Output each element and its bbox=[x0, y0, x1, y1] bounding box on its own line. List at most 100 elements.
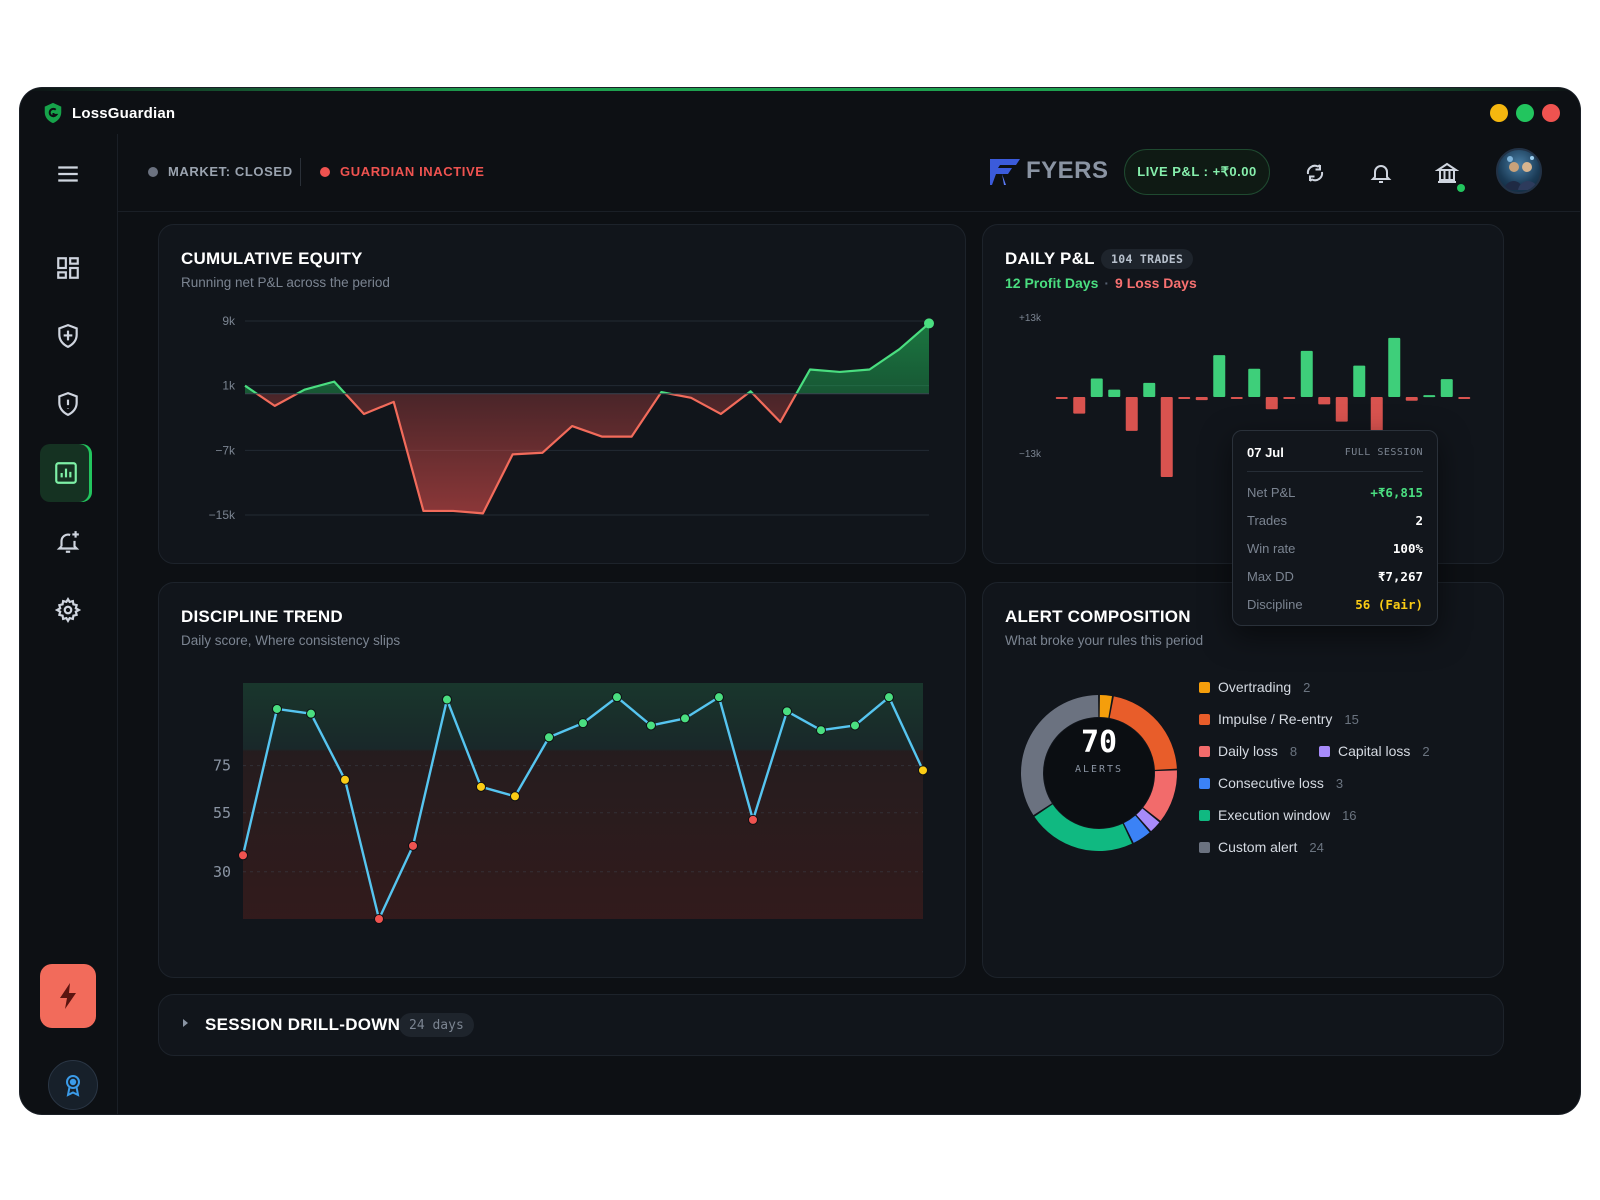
legend-item-execution-window[interactable]: Execution window 16 bbox=[1199, 807, 1357, 823]
fyers-logo-icon bbox=[990, 159, 1020, 185]
legend-count: 2 bbox=[1422, 743, 1430, 759]
shield-check-icon bbox=[58, 324, 78, 349]
legend-item-custom-alert[interactable]: Custom alert 24 bbox=[1199, 839, 1324, 855]
live-pnl-badge[interactable]: LIVE P&L : +₹0.00 bbox=[1124, 149, 1270, 195]
donut-center: 70 ALERTS bbox=[1041, 725, 1157, 775]
session-drilldown[interactable]: SESSION DRILL-DOWN 24 days bbox=[158, 994, 1504, 1056]
tooltip-date: 07 Jul bbox=[1247, 445, 1284, 460]
bolt-icon bbox=[60, 983, 76, 1009]
loss-area bbox=[245, 393, 929, 514]
minimize-button[interactable] bbox=[1490, 104, 1508, 122]
legend-label: Impulse / Re-entry bbox=[1218, 711, 1333, 727]
pnl-bar bbox=[1353, 365, 1366, 397]
tooltip-divider bbox=[1247, 471, 1423, 472]
legend-item-impulse[interactable]: Impulse / Re-entry 15 bbox=[1199, 711, 1359, 727]
y-tick-label: 75 bbox=[213, 757, 231, 775]
legend-label: Execution window bbox=[1218, 807, 1331, 823]
maximize-button[interactable] bbox=[1516, 104, 1534, 122]
sidebar-item-alerts[interactable] bbox=[50, 386, 86, 422]
y-tick-label: 30 bbox=[213, 863, 231, 881]
sidebar-item-settings[interactable] bbox=[50, 592, 86, 628]
alert-subtitle: What broke your rules this period bbox=[1005, 633, 1204, 648]
discipline-point bbox=[340, 774, 350, 785]
tooltip-session: FULL SESSION bbox=[1344, 447, 1423, 458]
avatar[interactable] bbox=[1496, 148, 1542, 194]
legend-label: Overtrading bbox=[1218, 679, 1292, 695]
legend-count: 2 bbox=[1303, 679, 1311, 695]
discipline-chart[interactable]: 75 55 30 bbox=[159, 583, 967, 979]
broker-logo: FYERS bbox=[988, 156, 1109, 186]
sidebar-item-protection[interactable] bbox=[50, 318, 86, 354]
pnl-bar bbox=[1248, 368, 1261, 397]
market-status: MARKET: CLOSED bbox=[148, 164, 293, 179]
donut-slice bbox=[1021, 695, 1099, 816]
trades-count-badge: 104 TRADES bbox=[1101, 249, 1194, 269]
menu-button[interactable] bbox=[50, 156, 86, 192]
alert-donut-chart[interactable] bbox=[983, 583, 1505, 979]
discipline-point bbox=[476, 781, 486, 792]
legend-item-overtrading[interactable]: Overtrading 2 bbox=[1199, 679, 1310, 695]
top-header: MARKET: CLOSED GUARDIAN INACTIVE FYERS L… bbox=[118, 134, 1580, 212]
legend-item-daily-loss[interactable]: Daily loss 8 bbox=[1199, 743, 1297, 759]
legend-count: 15 bbox=[1344, 711, 1359, 727]
tooltip-value: ₹7,267 bbox=[1377, 569, 1423, 584]
award-icon bbox=[66, 1075, 80, 1097]
pnl-bar bbox=[1213, 355, 1226, 397]
discipline-point bbox=[680, 713, 690, 724]
pnl-bar bbox=[1090, 378, 1103, 397]
legend-count: 24 bbox=[1309, 839, 1324, 855]
discipline-point bbox=[578, 718, 588, 729]
days-separator: · bbox=[1104, 275, 1110, 291]
notifications-button[interactable] bbox=[1364, 156, 1398, 190]
tooltip-label: Net P&L bbox=[1247, 485, 1296, 500]
discipline-point bbox=[544, 732, 554, 743]
donut-slice bbox=[1143, 770, 1177, 821]
tooltip-row-win-rate: Win rate 100% bbox=[1247, 541, 1423, 556]
legend-item-consecutive-loss[interactable]: Consecutive loss 3 bbox=[1199, 775, 1343, 791]
equity-subtitle: Running net P&L across the period bbox=[181, 275, 390, 290]
quick-action-button[interactable] bbox=[40, 964, 96, 1028]
pnl-bar bbox=[1125, 397, 1138, 431]
sidebar-item-analytics[interactable] bbox=[40, 444, 92, 502]
daily-pnl-chart[interactable]: +13k −13k bbox=[983, 225, 1505, 565]
bank-status-dot bbox=[1457, 184, 1465, 192]
y-tick-label: 55 bbox=[213, 804, 231, 822]
donut-slice bbox=[1136, 808, 1160, 832]
pnl-bar bbox=[1055, 397, 1068, 399]
tooltip-label: Win rate bbox=[1247, 541, 1296, 556]
pnl-bar bbox=[1230, 397, 1243, 399]
tooltip-label: Trades bbox=[1247, 513, 1287, 528]
discipline-point bbox=[816, 725, 826, 736]
discipline-point bbox=[510, 791, 520, 802]
donut-slice bbox=[1099, 695, 1113, 718]
discipline-point bbox=[646, 720, 656, 731]
alerts-total: 70 bbox=[1080, 725, 1118, 760]
pnl-bar bbox=[1405, 397, 1418, 401]
refresh-button[interactable] bbox=[1298, 156, 1332, 190]
legend-swatch bbox=[1199, 745, 1210, 757]
equity-chart[interactable]: 9k 1k −7k −15k bbox=[159, 225, 967, 565]
shield-alert-icon bbox=[58, 392, 78, 417]
expand-arrow-icon[interactable] bbox=[183, 1019, 188, 1027]
status-divider bbox=[300, 158, 301, 186]
pnl-bar bbox=[1370, 397, 1383, 437]
alerts-total-label: ALERTS bbox=[1074, 764, 1124, 775]
pnl-bar bbox=[1073, 397, 1086, 414]
legend-item-capital-loss[interactable]: Capital loss 2 bbox=[1319, 743, 1430, 759]
close-button[interactable] bbox=[1542, 104, 1560, 122]
y-tick-label: −13k bbox=[1019, 449, 1042, 460]
sidebar-item-dashboard[interactable] bbox=[50, 250, 86, 286]
profit-area bbox=[245, 323, 929, 394]
profit-days: 12 Profit Days bbox=[1005, 275, 1099, 291]
daily-pnl-tooltip: 07 Jul FULL SESSION Net P&L +₹6,815 Trad… bbox=[1232, 430, 1438, 626]
tooltip-row-discipline: Discipline 56 (Fair) bbox=[1247, 597, 1423, 612]
legend-swatch bbox=[1199, 681, 1210, 693]
achievements-button[interactable] bbox=[48, 1060, 98, 1110]
sidebar-item-add-alert[interactable] bbox=[50, 524, 86, 560]
tooltip-row-trades: Trades 2 bbox=[1247, 513, 1423, 528]
pnl-bar bbox=[1423, 395, 1436, 398]
bank-button[interactable] bbox=[1430, 156, 1464, 190]
daily-title: DAILY P&L bbox=[1005, 249, 1095, 268]
brand: LossGuardian bbox=[42, 102, 175, 124]
legend-label: Capital loss bbox=[1338, 743, 1411, 759]
